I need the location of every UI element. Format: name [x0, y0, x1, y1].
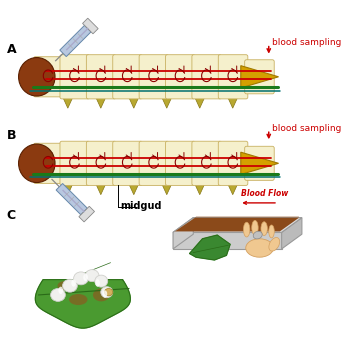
- Polygon shape: [161, 96, 172, 108]
- Polygon shape: [282, 218, 302, 249]
- FancyBboxPatch shape: [60, 55, 89, 99]
- Polygon shape: [128, 96, 139, 108]
- Ellipse shape: [93, 288, 110, 301]
- Text: C: C: [7, 208, 16, 222]
- Polygon shape: [173, 218, 302, 232]
- Ellipse shape: [103, 290, 107, 298]
- FancyBboxPatch shape: [245, 146, 274, 180]
- Polygon shape: [128, 183, 139, 195]
- FancyBboxPatch shape: [139, 141, 169, 185]
- Polygon shape: [79, 206, 95, 222]
- Polygon shape: [176, 217, 299, 231]
- Polygon shape: [62, 96, 73, 108]
- FancyBboxPatch shape: [86, 55, 116, 99]
- Polygon shape: [173, 218, 193, 249]
- Ellipse shape: [85, 270, 99, 282]
- Ellipse shape: [69, 294, 87, 305]
- FancyBboxPatch shape: [113, 141, 142, 185]
- Polygon shape: [241, 66, 278, 88]
- Ellipse shape: [244, 222, 250, 237]
- FancyBboxPatch shape: [166, 141, 195, 185]
- FancyBboxPatch shape: [139, 55, 169, 99]
- Ellipse shape: [246, 239, 274, 257]
- Ellipse shape: [253, 231, 262, 239]
- Text: B: B: [7, 129, 16, 142]
- FancyBboxPatch shape: [166, 55, 195, 99]
- Ellipse shape: [71, 279, 76, 287]
- Polygon shape: [196, 220, 280, 231]
- FancyBboxPatch shape: [113, 55, 142, 99]
- Text: blood sampling: blood sampling: [271, 124, 341, 133]
- Text: A: A: [7, 43, 16, 56]
- Ellipse shape: [95, 279, 100, 287]
- Polygon shape: [194, 183, 205, 195]
- FancyBboxPatch shape: [218, 141, 248, 185]
- Polygon shape: [227, 96, 238, 108]
- Ellipse shape: [57, 281, 71, 290]
- FancyBboxPatch shape: [192, 55, 221, 99]
- Ellipse shape: [83, 274, 88, 281]
- Ellipse shape: [95, 275, 108, 287]
- Ellipse shape: [50, 288, 65, 301]
- Ellipse shape: [104, 288, 113, 296]
- Ellipse shape: [58, 287, 63, 294]
- FancyBboxPatch shape: [34, 143, 63, 183]
- Ellipse shape: [74, 272, 88, 285]
- Polygon shape: [161, 183, 172, 195]
- Ellipse shape: [101, 287, 113, 298]
- FancyBboxPatch shape: [245, 60, 274, 94]
- Polygon shape: [175, 218, 299, 231]
- FancyBboxPatch shape: [218, 55, 248, 99]
- Ellipse shape: [261, 222, 267, 236]
- Ellipse shape: [269, 225, 274, 238]
- Polygon shape: [227, 183, 238, 195]
- Text: blood sampling: blood sampling: [271, 39, 341, 47]
- Ellipse shape: [18, 144, 55, 182]
- Polygon shape: [190, 235, 230, 260]
- Polygon shape: [62, 183, 73, 195]
- Polygon shape: [56, 183, 87, 215]
- Polygon shape: [241, 152, 278, 175]
- Polygon shape: [173, 232, 282, 249]
- Polygon shape: [60, 25, 91, 57]
- FancyBboxPatch shape: [60, 141, 89, 185]
- Ellipse shape: [63, 279, 77, 292]
- FancyBboxPatch shape: [86, 141, 116, 185]
- Ellipse shape: [269, 237, 280, 251]
- Ellipse shape: [18, 57, 55, 96]
- FancyBboxPatch shape: [192, 141, 221, 185]
- Text: Blood Flow: Blood Flow: [241, 190, 288, 198]
- Ellipse shape: [252, 220, 258, 235]
- Polygon shape: [194, 96, 205, 108]
- Polygon shape: [82, 18, 98, 34]
- FancyBboxPatch shape: [34, 57, 63, 97]
- Polygon shape: [35, 280, 130, 328]
- Polygon shape: [95, 96, 106, 108]
- Text: midgud: midgud: [120, 201, 161, 211]
- Polygon shape: [95, 183, 106, 195]
